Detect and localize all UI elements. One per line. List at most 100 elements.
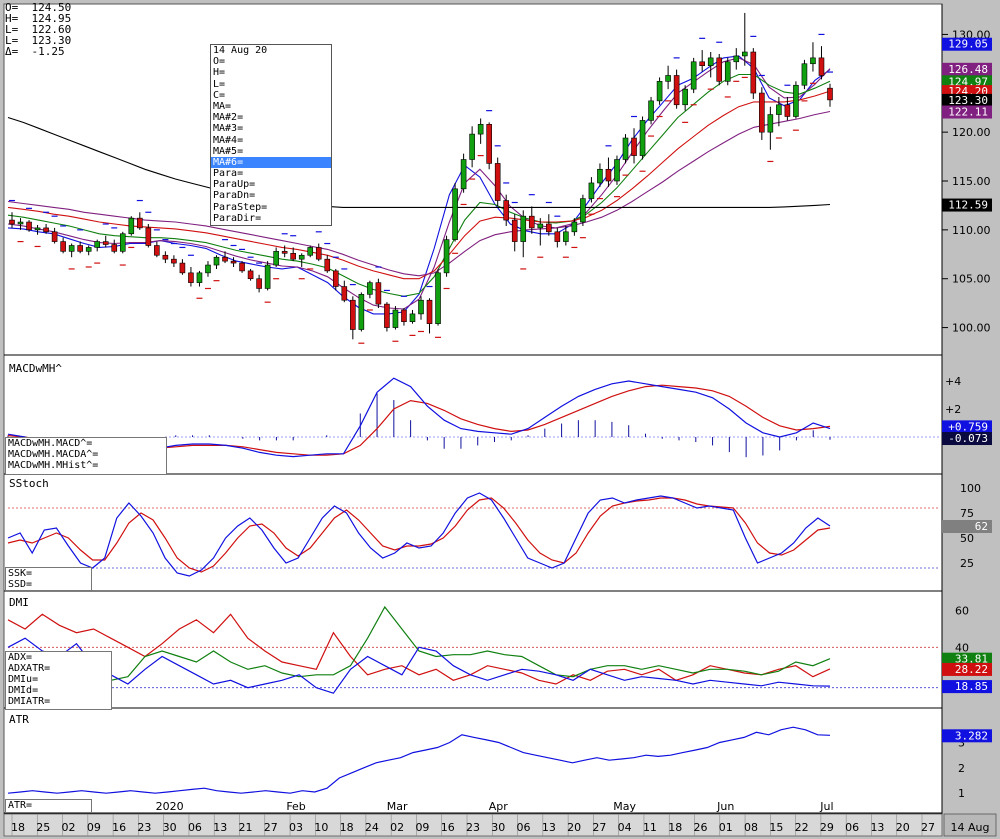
candle-body bbox=[622, 137, 629, 160]
candle-body bbox=[580, 198, 586, 223]
moving-average-line bbox=[7, 116, 831, 208]
candle-body bbox=[563, 231, 569, 242]
candle-body bbox=[443, 239, 450, 274]
dmi-badge-bg bbox=[942, 652, 992, 666]
legend-entry: ATR= bbox=[8, 800, 33, 811]
stochastic-panel[interactable]: 100 75 50 25 62 bbox=[4, 482, 992, 592]
data-window-field[interactable]: MA#5= bbox=[213, 145, 244, 157]
date-tick-label: 13 bbox=[870, 821, 884, 834]
legend-entry: MACDwMH.MHist^= bbox=[8, 460, 99, 471]
date-tick-label: 18 bbox=[11, 821, 25, 834]
date-tick-label: 25 bbox=[36, 821, 50, 834]
candle-body bbox=[145, 227, 152, 246]
candle-body bbox=[256, 278, 262, 289]
candle-body bbox=[511, 219, 518, 242]
candle-body bbox=[605, 168, 612, 182]
month-label: Jun bbox=[716, 800, 734, 813]
data-window-field[interactable]: L= bbox=[213, 78, 226, 90]
atr-panel[interactable]: 3 2 1 3.282 bbox=[4, 726, 992, 814]
candle-body bbox=[332, 270, 339, 287]
dmi-badge-bg bbox=[942, 662, 992, 676]
candle-body bbox=[77, 245, 83, 252]
ohlc-row: H= 124.95 bbox=[5, 12, 72, 25]
candle-body bbox=[290, 253, 296, 260]
data-window-field[interactable]: ParaDir= bbox=[213, 212, 262, 224]
stoch-d-line bbox=[7, 497, 831, 573]
candle-body bbox=[273, 251, 279, 266]
price-badge-bg bbox=[942, 93, 992, 107]
legend-entry: MACDwMH.MACD^= bbox=[8, 438, 93, 449]
date-tick-label: 11 bbox=[643, 821, 657, 834]
data-window-field[interactable]: ParaUp= bbox=[213, 179, 256, 191]
date-tick-label: 06 bbox=[517, 821, 531, 834]
candle-body bbox=[171, 258, 177, 264]
legend-entry: DMIATR= bbox=[8, 696, 51, 707]
candle-body bbox=[111, 244, 118, 252]
dmi-tick-label: 40 bbox=[955, 641, 969, 654]
data-window-field[interactable]: MA#6= bbox=[211, 156, 331, 169]
price-panel[interactable]: 130.00125.00120.00115.00110.00105.00100.… bbox=[4, 4, 992, 814]
candle-body bbox=[460, 159, 467, 190]
atr-tick-label: 3 bbox=[958, 736, 965, 749]
data-window-field[interactable]: MA#3= bbox=[213, 123, 244, 135]
price-badge: 126.48 bbox=[948, 63, 988, 76]
candle-body bbox=[205, 264, 211, 274]
candle-body bbox=[401, 309, 407, 323]
candle-body bbox=[707, 57, 714, 66]
candle-body bbox=[673, 75, 680, 106]
data-window-field[interactable]: ParaStep= bbox=[213, 201, 268, 213]
candle-body bbox=[119, 233, 126, 252]
candle-body bbox=[665, 75, 671, 82]
price-badge-bg bbox=[942, 62, 992, 76]
adx-line bbox=[7, 605, 831, 694]
candle-body bbox=[690, 61, 697, 90]
date-tick-label: 08 bbox=[744, 821, 758, 834]
moving-average-line bbox=[7, 90, 831, 280]
atr-tick-label: 1 bbox=[958, 787, 965, 800]
candle-body bbox=[648, 100, 654, 121]
candle-body bbox=[68, 245, 75, 252]
candle-body bbox=[392, 309, 399, 328]
candle-body bbox=[588, 182, 595, 199]
date-tick-label: 09 bbox=[415, 821, 429, 834]
candle-body bbox=[26, 221, 32, 231]
data-window-field[interactable]: ParaDn= bbox=[213, 190, 256, 202]
date-tick-label: 13 bbox=[542, 821, 556, 834]
candle-body bbox=[750, 51, 757, 94]
candle-body bbox=[426, 299, 433, 324]
candle-body bbox=[546, 223, 552, 233]
stoch-badge: 62 bbox=[975, 520, 988, 533]
candle-body bbox=[188, 272, 194, 283]
candle-body bbox=[298, 254, 305, 260]
price-tick-label: 100.00 bbox=[952, 322, 991, 335]
data-window-field[interactable]: O= bbox=[213, 56, 226, 68]
month-label: May bbox=[613, 800, 636, 813]
candle-body bbox=[137, 217, 143, 229]
data-window-field[interactable]: MA#2= bbox=[213, 112, 244, 124]
dmi-badge: 18.85 bbox=[955, 680, 988, 693]
date-tick-label: 16 bbox=[441, 821, 455, 834]
data-window-field[interactable]: C= bbox=[213, 89, 226, 101]
candle-body bbox=[741, 51, 748, 57]
end-date-label: 14 Aug bbox=[951, 821, 990, 834]
data-window-field[interactable]: MA#4= bbox=[213, 134, 244, 146]
legend-entry: MACDwMH.MACDA^= bbox=[8, 449, 99, 460]
candle-body bbox=[230, 260, 237, 264]
data-window-field[interactable]: Para= bbox=[213, 168, 244, 180]
candle-body bbox=[631, 137, 637, 156]
candle-body bbox=[102, 241, 109, 245]
macd-badge-bg bbox=[942, 420, 992, 434]
data-window-field[interactable]: H= bbox=[213, 67, 226, 79]
data-window: 14 Aug 20 O= H= L= C= MA= MA#2= MA#3= MA#4= MA#5=… bbox=[210, 44, 332, 226]
price-badge-bg bbox=[942, 198, 992, 212]
candle-body bbox=[213, 256, 220, 266]
candle-body bbox=[537, 223, 544, 229]
candle-body bbox=[128, 217, 135, 235]
candle-body bbox=[571, 221, 578, 233]
data-window-field[interactable]: MA= bbox=[213, 100, 232, 112]
date-tick-label: 06 bbox=[188, 821, 202, 834]
candle-body bbox=[528, 215, 535, 229]
end-date-bg bbox=[943, 813, 997, 837]
